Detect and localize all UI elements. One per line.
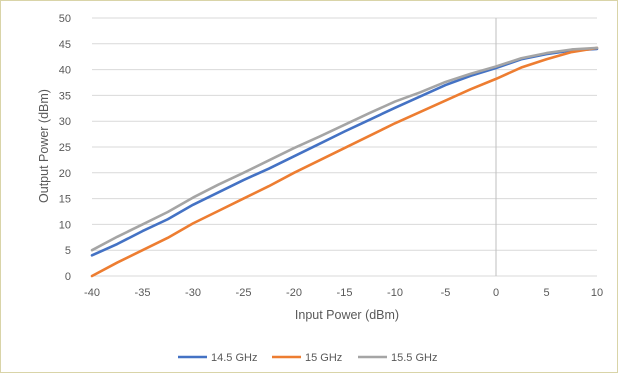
x-tick-label: -20 — [286, 287, 302, 299]
x-tick-label: -10 — [387, 287, 403, 299]
y-tick-label: 10 — [59, 219, 71, 231]
x-tick-label: -35 — [135, 287, 151, 299]
legend: 14.5 GHz 15 GHz 15.5 GHz — [178, 352, 437, 364]
y-tick-label: 35 — [59, 90, 71, 102]
series-layer — [90, 46, 599, 278]
y-tick-label: 25 — [59, 142, 71, 154]
y-tick-label: 5 — [65, 245, 71, 257]
legend-label: 15.5 GHz — [391, 352, 437, 364]
y-tick-label: 15 — [59, 194, 71, 206]
y-axis-title: Output Power (dBm) — [37, 89, 51, 203]
legend-item-0: 14.5 GHz — [178, 352, 257, 364]
x-tick-label: -25 — [236, 287, 252, 299]
y-tick-label: 50 — [59, 13, 71, 25]
series-line-2 — [90, 46, 599, 252]
y-tick-label: 45 — [59, 39, 71, 51]
x-tick-label: 0 — [493, 287, 499, 299]
y-tick-label: 30 — [59, 116, 71, 128]
x-tick-label: -15 — [337, 287, 353, 299]
legend-item-2: 15.5 GHz — [358, 352, 437, 364]
x-tick-labels: -40 -35 -30 -25 -20 -15 -10 -5 0 5 10 — [84, 287, 603, 299]
legend-label: 15 GHz — [305, 352, 342, 364]
x-tick-label: 10 — [591, 287, 603, 299]
series-line-1 — [90, 46, 599, 278]
x-tick-label: 5 — [543, 287, 549, 299]
legend-item-1: 15 GHz — [272, 352, 342, 364]
y-tick-label: 0 — [65, 271, 71, 283]
y-tick-label: 40 — [59, 65, 71, 77]
x-axis-title: Input Power (dBm) — [295, 308, 399, 322]
legend-label: 14.5 GHz — [211, 352, 257, 364]
y-tick-labels: 0 5 10 15 20 25 30 35 40 45 50 — [59, 13, 71, 283]
x-tick-label: -40 — [84, 287, 100, 299]
x-tick-label: -30 — [185, 287, 201, 299]
x-tick-label: -5 — [441, 287, 451, 299]
y-tick-label: 20 — [59, 168, 71, 180]
